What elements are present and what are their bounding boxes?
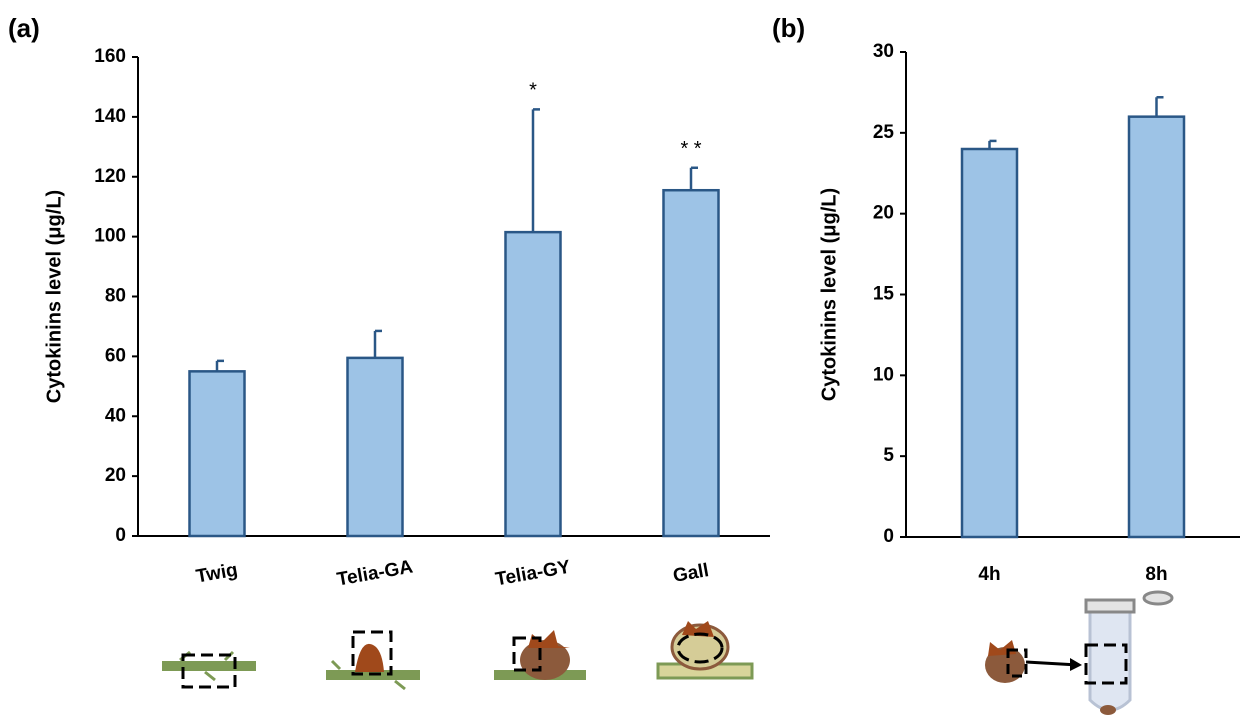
y-tick-label: 20 (105, 465, 126, 486)
y-tick-label: 15 (873, 284, 895, 305)
y-tick-label: 0 (115, 525, 126, 546)
y-tick-label: 20 (873, 203, 894, 224)
y-tick-label: 60 (105, 345, 126, 366)
y-tick-label: 160 (94, 46, 126, 67)
y-tick-label: 80 (105, 286, 126, 307)
y-tick-label: 0 (883, 526, 894, 547)
illustrations (162, 592, 1172, 715)
y-tick-label: 25 (873, 122, 895, 143)
panel-label: (a) (8, 13, 40, 43)
x-tick-label: 8h (1145, 564, 1167, 585)
bar (962, 149, 1017, 537)
bar (506, 232, 561, 536)
y-tick-label: 10 (873, 364, 894, 385)
bar (1129, 117, 1184, 537)
y-tick-label: 30 (873, 41, 894, 62)
panel-label: (b) (772, 13, 805, 43)
x-tick-label: Twig (194, 560, 239, 588)
y-axis-label: Cytokinins level (μg/L) (818, 188, 840, 401)
y-tick-label: 40 (105, 405, 126, 426)
bar (348, 358, 403, 536)
y-tick-label: 5 (883, 445, 894, 466)
y-tick-label: 100 (94, 226, 126, 247)
x-tick-label: Telia-GA (335, 556, 414, 590)
bar (664, 190, 719, 536)
figure: (a)Cytokinins level (μg/L)02040608010012… (0, 0, 1244, 718)
y-tick-label: 120 (94, 166, 126, 187)
x-tick-label: Gall (671, 560, 710, 587)
x-tick-label: Telia-GY (494, 557, 572, 591)
bar (190, 371, 245, 536)
y-tick-label: 140 (94, 106, 126, 127)
significance-mark: * * (680, 138, 701, 160)
x-tick-label: 4h (978, 564, 1000, 585)
significance-mark: * (529, 80, 537, 102)
y-axis-label: Cytokinins level (μg/L) (43, 190, 65, 403)
